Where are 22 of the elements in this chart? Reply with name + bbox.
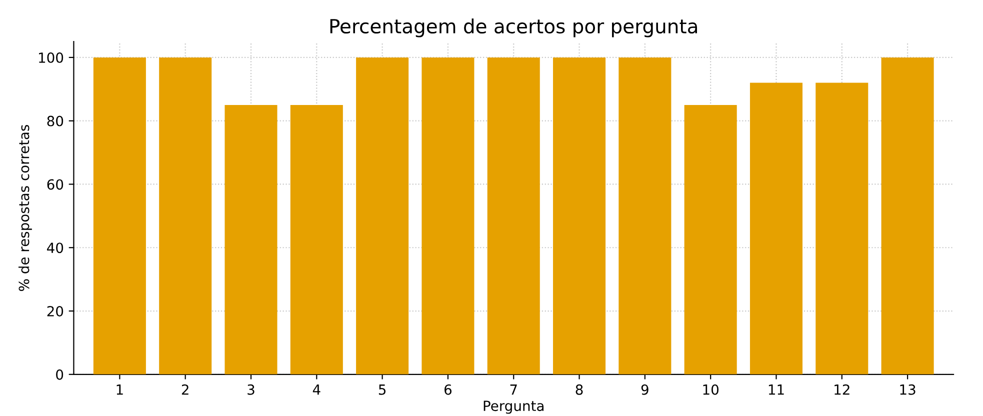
x-tick-label: 6 — [444, 384, 452, 395]
x-tick-label: 4 — [312, 384, 320, 395]
x-tick-label: 9 — [641, 384, 648, 395]
x-tick-label: 12 — [834, 384, 850, 395]
chart-title: Percentagem de acertos por pergunta — [330, 18, 697, 38]
y-tick-label: 60 — [47, 179, 64, 190]
y-axis-title: % de respostas corretas — [18, 124, 32, 291]
x-tick-label: 13 — [900, 384, 916, 395]
y-tick-label: 0 — [56, 369, 64, 380]
x-tick-label: 2 — [182, 384, 188, 395]
x-tick-label: 11 — [768, 384, 784, 395]
x-tick-label: 5 — [378, 384, 386, 395]
y-tick-label: 20 — [47, 306, 64, 316]
x-axis-title: Pergunta — [484, 400, 544, 414]
x-tick-label: 10 — [703, 384, 718, 395]
y-tick-label: 40 — [47, 242, 64, 254]
y-tick-label: 100 — [39, 52, 64, 63]
x-tick-label: 1 — [116, 384, 123, 395]
x-tick-label: 8 — [576, 384, 583, 395]
x-tick-label: 3 — [248, 384, 254, 395]
x-tick-label: 7 — [510, 384, 517, 395]
y-tick-label: 80 — [47, 116, 64, 126]
